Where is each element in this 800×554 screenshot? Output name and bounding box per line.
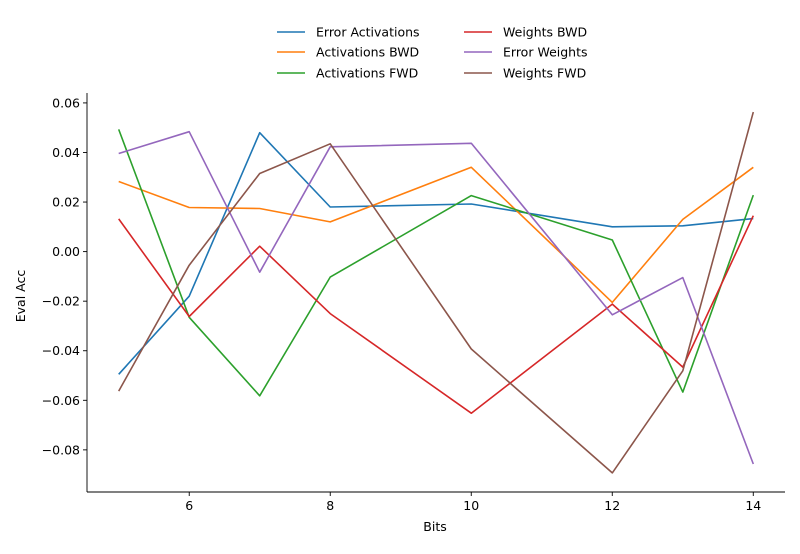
- y-tick-label: 0.04: [52, 145, 80, 160]
- legend-item-activations-bwd: Activations BWD: [277, 45, 419, 60]
- legend-label: Activations FWD: [316, 66, 418, 81]
- legend-label: Error Activations: [316, 25, 420, 40]
- axes: 6 8 10 12 14 −0.08 −0.06 −0.04 −0.02 0.00 0.02 0.04…: [42, 93, 785, 513]
- legend-item-error-weights: Error Weights: [464, 45, 588, 60]
- y-axis-label: Eval Acc: [13, 270, 28, 323]
- y-tick-label: 0.06: [52, 95, 80, 110]
- x-tick-label: 12: [604, 498, 620, 513]
- x-axis-label: Bits: [423, 519, 446, 534]
- legend-item-activations-fwd: Activations FWD: [277, 66, 418, 81]
- series-line-error-activations: [118, 131, 754, 375]
- legend-label: Weights BWD: [503, 25, 587, 40]
- x-tick-label: 6: [185, 498, 193, 513]
- y-tick-label: −0.04: [42, 343, 80, 358]
- legend-label: Activations BWD: [316, 45, 419, 60]
- series-line-activations-bwd: [118, 166, 754, 304]
- legend-item-error-activations: Error Activations: [277, 25, 420, 40]
- x-tick-label: 8: [326, 498, 334, 513]
- legend: Error Activations Activations BWD Activati…: [277, 25, 588, 81]
- series-layer: [117, 111, 755, 474]
- y-tick-label: −0.06: [42, 393, 80, 408]
- y-tick-label: 0.00: [52, 244, 80, 259]
- y-tick-label: 0.02: [52, 195, 80, 210]
- series-line-error-weights: [118, 130, 755, 465]
- x-tick-label: 14: [745, 498, 761, 513]
- legend-label: Weights FWD: [503, 66, 586, 81]
- legend-item-weights-fwd: Weights FWD: [464, 66, 586, 81]
- series-line-activations-fwd: [117, 129, 755, 397]
- x-tick-label: 10: [463, 498, 479, 513]
- series-line-weights-bwd: [118, 215, 755, 415]
- y-tick-label: −0.02: [42, 294, 80, 309]
- y-tick-label: −0.08: [42, 442, 80, 457]
- legend-item-weights-bwd: Weights BWD: [464, 25, 587, 40]
- series-line-weights-fwd: [118, 111, 755, 474]
- legend-label: Error Weights: [503, 45, 588, 60]
